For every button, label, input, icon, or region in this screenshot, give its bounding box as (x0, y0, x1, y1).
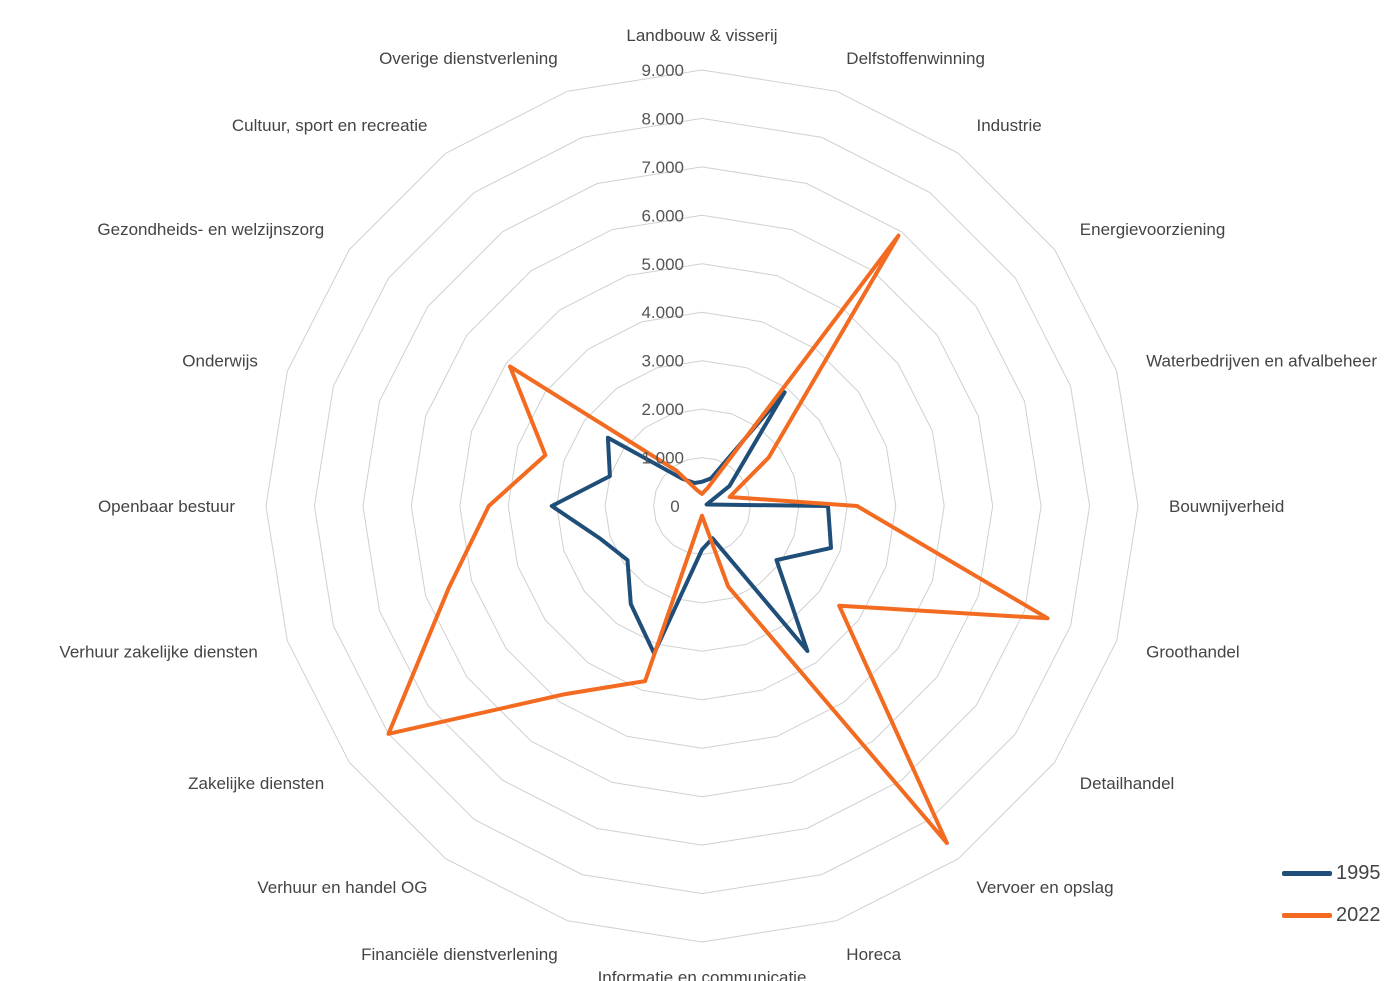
grid-ring-6 (410, 214, 994, 798)
legend-label-1995: 1995 (1336, 861, 1381, 884)
category-label-12: Verhuur en handel OG (257, 878, 427, 897)
grid-ring-2 (604, 408, 800, 604)
category-label-5: Bouwnijverheid (1169, 497, 1284, 516)
grid-ring-5 (459, 263, 945, 749)
tick-label-8: 8.000 (641, 109, 684, 128)
category-label-7: Detailhandel (1080, 774, 1175, 793)
radial-tick-labels: 0 1.000 2.000 3.000 4.000 5.000 6.000 7.000 8.00… (641, 61, 684, 516)
category-label-0: Landbouw & visserij (626, 26, 777, 45)
grid-ring-9 (265, 69, 1139, 943)
tick-label-1: 1.000 (641, 449, 684, 468)
category-label-19: Overige dienstverlening (379, 49, 558, 68)
radar-grid (265, 69, 1139, 943)
tick-label-0: 0 (670, 497, 679, 516)
grid-ring-8 (313, 117, 1091, 895)
category-labels: Landbouw & visserij Delfstoffenwinning Ind… (59, 26, 1377, 981)
category-label-9: Horeca (846, 945, 901, 964)
tick-label-2: 2.000 (641, 400, 684, 419)
legend-swatch-1995 (1282, 870, 1332, 876)
grid-ring-3 (556, 360, 848, 652)
tick-label-5: 5.000 (641, 255, 684, 274)
series-line-2022 (386, 233, 1050, 846)
tick-label-4: 4.000 (641, 303, 684, 322)
grid-ring-7 (362, 166, 1042, 846)
tick-label-9: 9.000 (641, 61, 684, 80)
legend: 1995 2022 (1282, 852, 1381, 936)
category-label-3: Energievoorziening (1080, 220, 1226, 239)
series-line-1995 (549, 390, 833, 656)
legend-label-2022: 2022 (1336, 903, 1381, 926)
category-label-10: Informatie en communicatie (598, 968, 807, 981)
category-label-2: Industrie (977, 116, 1042, 135)
category-label-17: Gezondheids- en welzijnszorg (97, 220, 324, 239)
legend-item-1995: 1995 (1282, 852, 1381, 894)
category-label-4: Waterbedrijven en afvalbeheer (1146, 352, 1377, 371)
tick-label-7: 7.000 (641, 158, 684, 177)
category-label-15: Openbaar bestuur (98, 497, 235, 516)
category-label-6: Groothandel (1146, 643, 1240, 662)
category-label-11: Financiële dienstverlening (361, 945, 558, 964)
grid-ring-4 (507, 311, 897, 701)
category-label-16: Onderwijs (182, 352, 258, 371)
category-label-14: Verhuur zakelijke diensten (59, 643, 257, 662)
category-label-13: Zakelijke diensten (188, 774, 324, 793)
tick-label-3: 3.000 (641, 352, 684, 371)
tick-label-6: 6.000 (641, 206, 684, 225)
legend-item-2022: 2022 (1282, 894, 1381, 936)
category-label-1: Delfstoffenwinning (846, 49, 985, 68)
legend-swatch-2022 (1282, 912, 1332, 918)
category-label-18: Cultuur, sport en recreatie (232, 116, 428, 135)
radar-series (386, 233, 1050, 846)
category-label-8: Vervoer en opslag (977, 878, 1114, 897)
